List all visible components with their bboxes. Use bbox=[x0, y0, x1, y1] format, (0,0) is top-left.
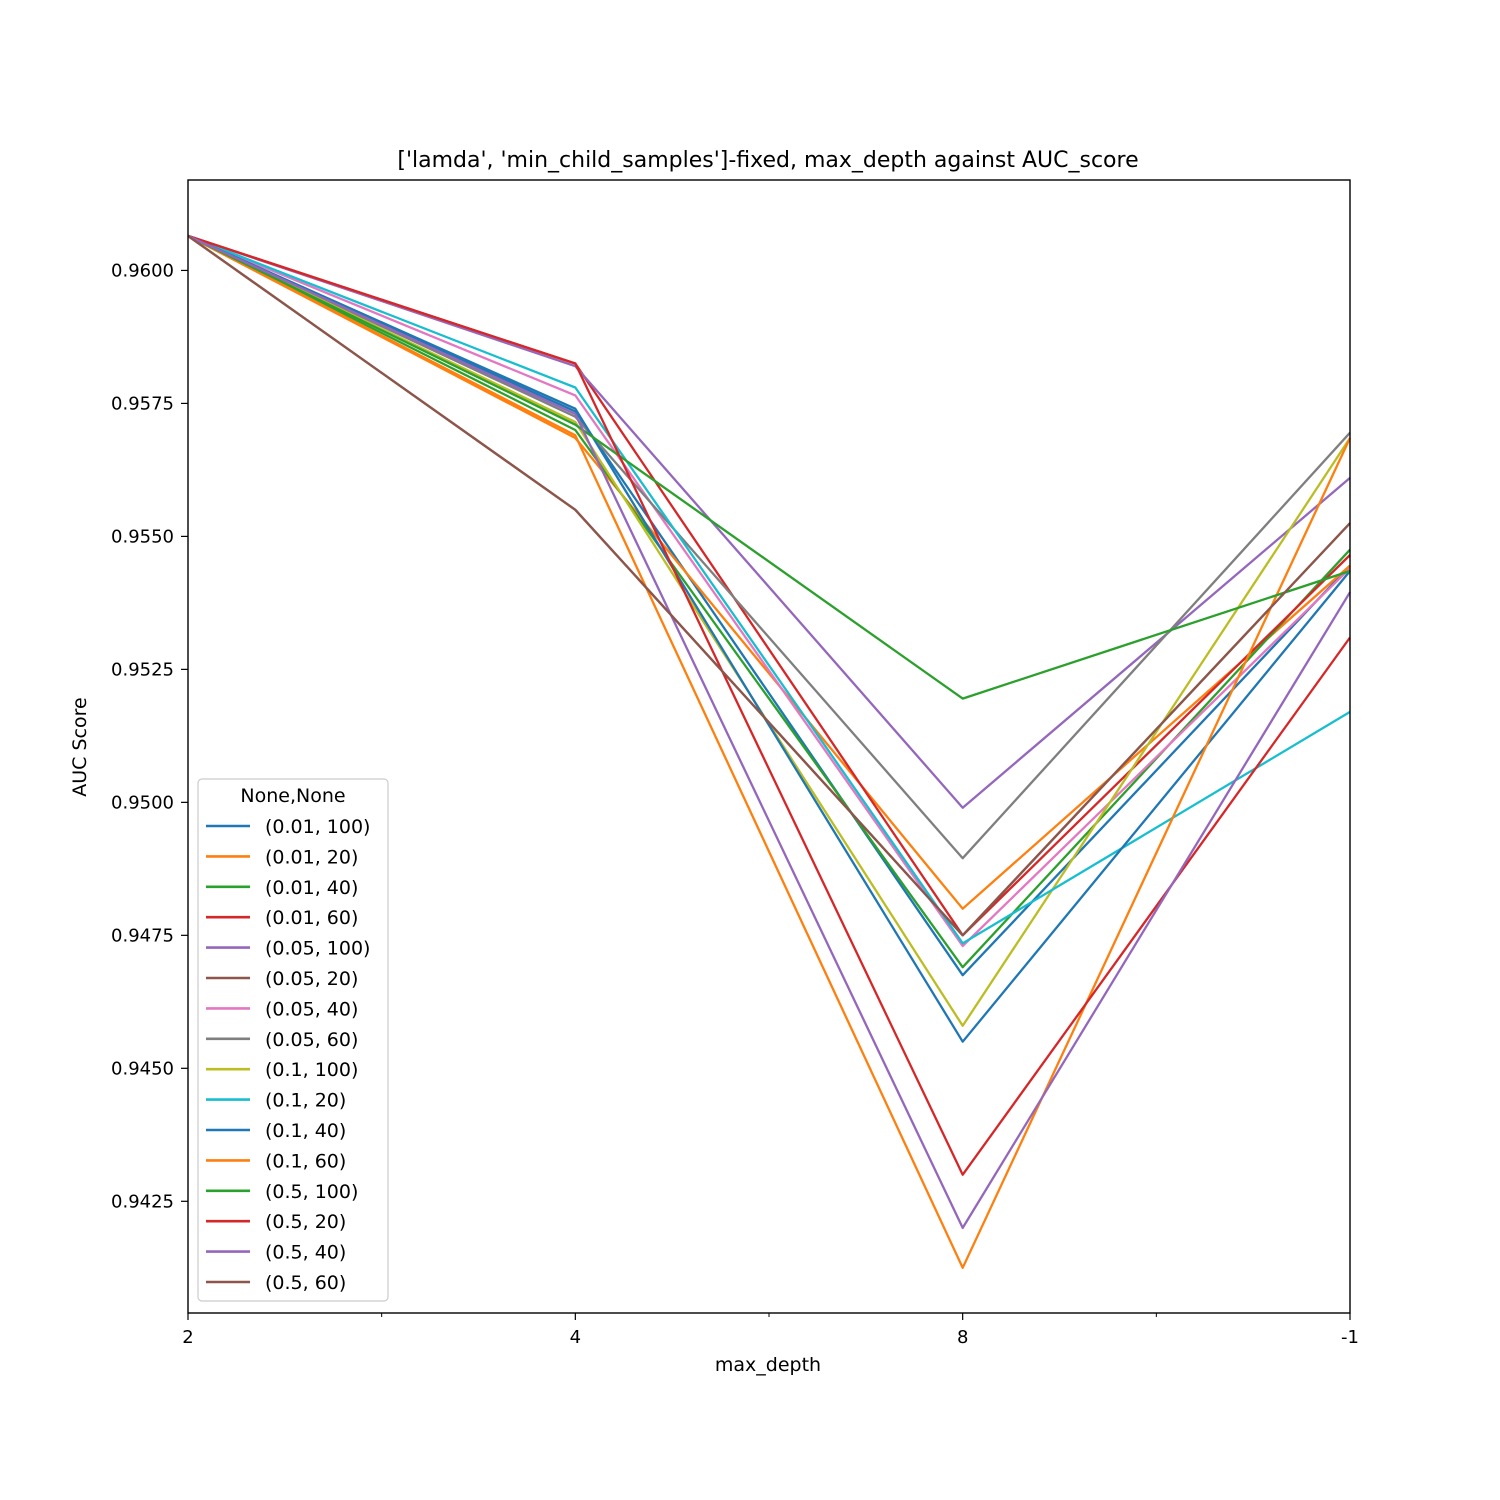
legend-box bbox=[197, 778, 389, 1302]
x-tick-label: -1 bbox=[1341, 1327, 1359, 1348]
legend-label: (0.5, 100) bbox=[265, 1181, 358, 1203]
plot-frame bbox=[187, 179, 1351, 1314]
series-line bbox=[187, 234, 1351, 945]
legend-label: (0.01, 60) bbox=[265, 907, 358, 929]
y-axis: 0.9425 0.9450 0.9475 0.9500 0.9525 0.9550 0.95… bbox=[111, 260, 188, 1212]
series-lines bbox=[187, 234, 1352, 1269]
legend-label: (0.1, 60) bbox=[265, 1150, 346, 1172]
legend-label: (0.05, 20) bbox=[265, 968, 358, 990]
series-line bbox=[187, 234, 1351, 948]
legend-label: (0.5, 20) bbox=[265, 1211, 346, 1233]
legend-label: (0.5, 60) bbox=[265, 1272, 346, 1294]
legend-label: (0.05, 60) bbox=[265, 1029, 358, 1051]
legend-title: None,None bbox=[240, 785, 345, 807]
y-tick-label: 0.9475 bbox=[111, 925, 174, 946]
x-axis-label: max_depth bbox=[715, 1354, 821, 1376]
x-tick-label: 2 bbox=[182, 1327, 193, 1348]
y-tick-label: 0.9550 bbox=[111, 526, 174, 547]
legend-label: (0.01, 40) bbox=[265, 877, 358, 899]
series-line bbox=[187, 234, 1351, 1230]
y-tick-label: 0.9425 bbox=[111, 1191, 174, 1212]
series-line bbox=[187, 234, 1351, 1176]
series-line bbox=[187, 234, 1351, 1043]
series-line bbox=[187, 234, 1351, 700]
legend-label: (0.1, 20) bbox=[265, 1090, 346, 1112]
x-axis: 2 4 8 -1 bbox=[182, 1313, 1359, 1348]
x-tick-label: 8 bbox=[957, 1327, 968, 1348]
x-tick-label: 4 bbox=[570, 1327, 581, 1348]
legend: None,None (0.01, 100) (0.01, 20) (0.01, 40… bbox=[197, 778, 389, 1302]
y-tick-label: 0.9450 bbox=[111, 1058, 174, 1079]
legend-label: (0.05, 100) bbox=[265, 938, 370, 960]
series-line bbox=[187, 234, 1351, 910]
legend-label: (0.05, 40) bbox=[265, 998, 358, 1020]
chart-title: ['lamda', 'min_child_samples']-fixed, ma… bbox=[397, 148, 1138, 173]
y-axis-label: AUC Score bbox=[69, 697, 91, 796]
y-tick-label: 0.9575 bbox=[111, 393, 174, 414]
y-tick-label: 0.9525 bbox=[111, 659, 174, 680]
series-line bbox=[187, 234, 1351, 809]
y-tick-label: 0.9600 bbox=[111, 260, 174, 281]
series-line bbox=[187, 234, 1351, 937]
series-line bbox=[187, 234, 1351, 977]
legend-label: (0.01, 20) bbox=[265, 846, 358, 868]
legend-items: (0.01, 100) (0.01, 20) (0.01, 40) (0.01, 60… bbox=[206, 816, 370, 1294]
series-line bbox=[187, 234, 1351, 860]
legend-label: (0.01, 100) bbox=[265, 816, 370, 838]
legend-label: (0.1, 40) bbox=[265, 1120, 346, 1142]
legend-label: (0.5, 40) bbox=[265, 1242, 346, 1264]
legend-label: (0.1, 100) bbox=[265, 1059, 358, 1081]
series-line bbox=[187, 234, 1352, 1269]
y-tick-label: 0.9500 bbox=[111, 792, 174, 813]
